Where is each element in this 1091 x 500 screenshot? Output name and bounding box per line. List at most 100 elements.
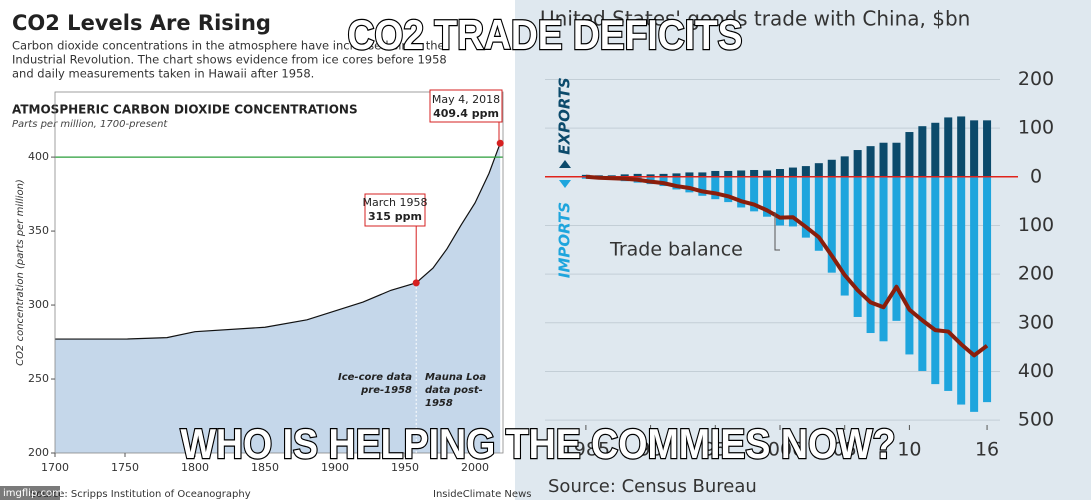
bar [659,173,668,177]
y-tick-label: 0 [1030,165,1042,187]
bar [775,169,785,177]
bar [840,176,849,296]
bar [814,176,823,251]
bar [814,163,823,177]
imports-label: IMPORTS [556,202,574,278]
annotation: 1958 [425,398,453,409]
chart-title: ATMOSPHERIC CARBON DIOXIDE CONCENTRATION… [12,103,358,117]
annotation: 409.4 ppm [433,107,499,120]
x-tick-label: 1800 [181,461,209,474]
annotation: March 1958 [362,196,427,209]
bar [581,174,590,177]
bar [866,176,875,334]
bar [944,176,953,391]
x-tick-label: 95 [703,439,727,461]
bar [801,166,810,177]
annotation-box [364,193,426,227]
description: Industrial Revolution. The chart shows e… [12,53,447,67]
area [55,143,501,453]
bar [698,172,707,177]
x-tick-label: 2000 [756,439,804,461]
bar [646,174,655,177]
bar [737,170,746,177]
bar [853,176,862,317]
annotation: Ice-core data [338,372,412,383]
co2-chart: CO2 Levels Are Rising Carbon dioxide conc… [12,11,531,500]
x-tick-label: 1900 [321,461,349,474]
plot-frame [54,91,504,454]
bar [983,176,992,403]
bar [918,176,927,371]
title: United States' goods trade with China, $… [540,7,970,31]
bar [905,176,914,355]
x-tick-label: 1850 [251,461,279,474]
bar [983,120,992,177]
credit: InsideClimate News [433,489,531,500]
watermark: imgflip.com [3,488,62,499]
x-tick-label: 1750 [111,461,139,474]
bar [711,176,720,200]
title: CO2 Levels Are Rising [12,11,271,35]
bar [672,176,681,190]
bar [685,172,694,177]
source: Source: Census Bureau [548,476,757,497]
y-tick-label: 300 [28,298,49,311]
bar [853,150,862,177]
x-tick-label: 1700 [41,461,69,474]
y-tick-label: 100 [1018,117,1054,139]
bar [879,142,888,177]
trade-chart: United States' goods trade with China, $… [540,7,1054,498]
highlight-point [496,139,504,147]
bar [724,176,733,203]
annotation: May 4, 2018 [432,93,500,106]
source: Source: Scripps Institution of Oceanogra… [30,489,251,500]
bar [750,176,759,212]
bar [788,167,797,177]
bar [931,122,940,177]
bar [801,176,810,238]
x-tick-label: 2000 [461,461,489,474]
watermark-bg [0,486,60,500]
trade-balance-line [585,174,989,358]
y-tick-label: 200 [1018,263,1054,285]
bar [892,176,901,321]
meme-captions: CO2 TRADE DEFICITS WHO IS HELPING THE CO… [0,10,897,500]
bar [905,132,914,177]
bar [672,173,681,177]
bar [879,176,888,342]
bar [775,176,785,226]
bar [620,174,629,177]
bar [866,146,875,177]
x-tick-label: 10 [897,439,921,461]
annotation: Mauna Loa [425,372,486,383]
bar [827,176,836,273]
line [55,142,501,340]
y-tick-label: 200 [1018,68,1054,90]
bar [737,176,746,208]
line-label-leader [774,212,780,251]
bar [750,169,759,177]
y-axis-label: CO2 concentration (parts per million) [15,179,26,366]
right-panel [515,0,1091,500]
bar [957,176,966,405]
bar [918,126,927,177]
top-caption: CO2 TRADE DEFICITS [348,11,743,58]
bar [931,176,940,385]
y-tick-label: 200 [28,446,49,459]
x-tick-label: 1950 [391,461,419,474]
bar [711,170,720,177]
y-tick-label: 100 [1018,214,1054,236]
y-tick-label: 500 [1018,409,1054,431]
x-tick-label: 05 [833,439,857,461]
bar [763,170,772,177]
annotation: 315 ppm [368,210,422,223]
annotation: pre-1958 [360,385,412,396]
x-tick-label: 16 [975,439,999,461]
arrow-down [559,180,571,188]
annotation-box [429,89,503,123]
exports-label: EXPORTS [556,77,574,154]
subtitle: Parts per million, 1700-present [12,119,168,130]
bar [633,173,642,177]
